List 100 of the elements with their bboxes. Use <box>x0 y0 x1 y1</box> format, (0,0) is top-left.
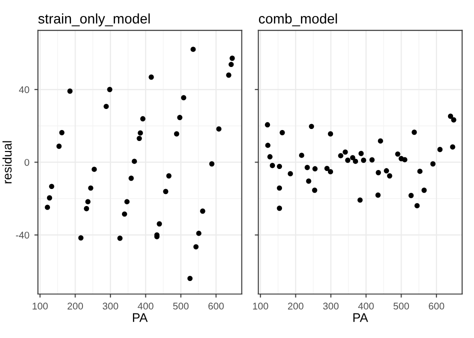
point <box>369 157 375 162</box>
point <box>306 178 312 184</box>
point <box>414 203 420 208</box>
point <box>88 185 94 191</box>
point <box>328 169 334 174</box>
point <box>412 130 417 135</box>
point <box>402 157 408 162</box>
point <box>384 168 390 174</box>
point <box>124 199 130 204</box>
point <box>200 208 206 214</box>
point <box>312 188 318 193</box>
point <box>136 136 142 142</box>
point <box>148 74 154 80</box>
y-tick-label: 0 <box>24 158 30 166</box>
point <box>132 158 137 164</box>
x-tick-label: 100 <box>32 302 48 310</box>
point <box>270 162 276 168</box>
point <box>387 173 392 178</box>
point <box>193 244 199 250</box>
point <box>450 144 456 150</box>
point <box>59 130 64 136</box>
point <box>264 122 270 128</box>
point <box>451 117 456 122</box>
point <box>276 206 282 211</box>
x-tick-label: 400 <box>358 302 374 310</box>
point <box>312 166 318 172</box>
point <box>181 95 186 100</box>
x-tick-label: 200 <box>68 302 83 310</box>
point <box>375 192 381 198</box>
point <box>196 230 202 236</box>
chart-title: comb_model <box>258 13 337 26</box>
point <box>107 86 112 92</box>
point <box>345 158 350 163</box>
point <box>209 161 214 166</box>
point <box>56 144 62 149</box>
point <box>417 168 423 174</box>
point <box>448 114 454 119</box>
x-tick-label: 600 <box>208 302 224 310</box>
point <box>357 197 363 203</box>
point <box>352 158 358 164</box>
point <box>280 130 285 136</box>
point <box>228 62 234 68</box>
point <box>156 221 162 226</box>
point <box>338 153 344 158</box>
x-tick-label: 100 <box>253 302 268 310</box>
point <box>342 149 348 155</box>
point <box>104 104 109 110</box>
x-tick-label: 200 <box>288 302 304 310</box>
point <box>174 131 180 136</box>
x-tick-label: 300 <box>102 302 118 310</box>
point <box>187 276 193 282</box>
point <box>122 211 128 217</box>
point <box>216 126 222 132</box>
y-tick-label: -40 <box>16 232 30 239</box>
point <box>358 150 364 156</box>
point <box>350 155 356 160</box>
point <box>328 131 334 136</box>
point <box>376 170 381 176</box>
point <box>360 158 366 163</box>
y-tick-label: 40 <box>18 86 30 94</box>
point <box>190 46 196 52</box>
point <box>92 166 97 172</box>
point <box>308 124 314 130</box>
point <box>324 166 330 172</box>
point <box>67 88 73 94</box>
x-tick-label: 500 <box>173 302 189 310</box>
point <box>265 142 270 148</box>
point <box>46 195 52 200</box>
point <box>44 204 50 210</box>
point <box>117 236 123 241</box>
x-tick-label: 400 <box>138 302 154 310</box>
point <box>299 152 304 158</box>
point <box>84 206 90 212</box>
point <box>140 116 146 122</box>
point <box>230 56 235 61</box>
point <box>49 184 54 190</box>
point <box>138 130 143 136</box>
point <box>395 151 400 157</box>
point <box>163 188 168 194</box>
y-axis-title: residual <box>2 141 12 184</box>
point <box>78 235 84 240</box>
chart-title: strain_only_model <box>38 13 150 26</box>
point <box>85 199 91 204</box>
point <box>378 138 384 144</box>
point <box>437 146 443 152</box>
x-tick-label: 500 <box>394 302 409 310</box>
point <box>276 185 282 191</box>
point <box>408 192 414 198</box>
point <box>430 161 436 166</box>
point <box>267 154 273 160</box>
x-axis-title: PA <box>353 313 368 322</box>
point <box>304 164 310 170</box>
point <box>276 164 282 170</box>
point <box>288 171 293 176</box>
x-axis-title: PA <box>132 313 148 322</box>
point <box>226 72 232 78</box>
x-tick-label: 600 <box>428 302 444 310</box>
point <box>177 114 182 120</box>
x-tick-label: 300 <box>323 302 339 310</box>
point <box>166 173 172 178</box>
